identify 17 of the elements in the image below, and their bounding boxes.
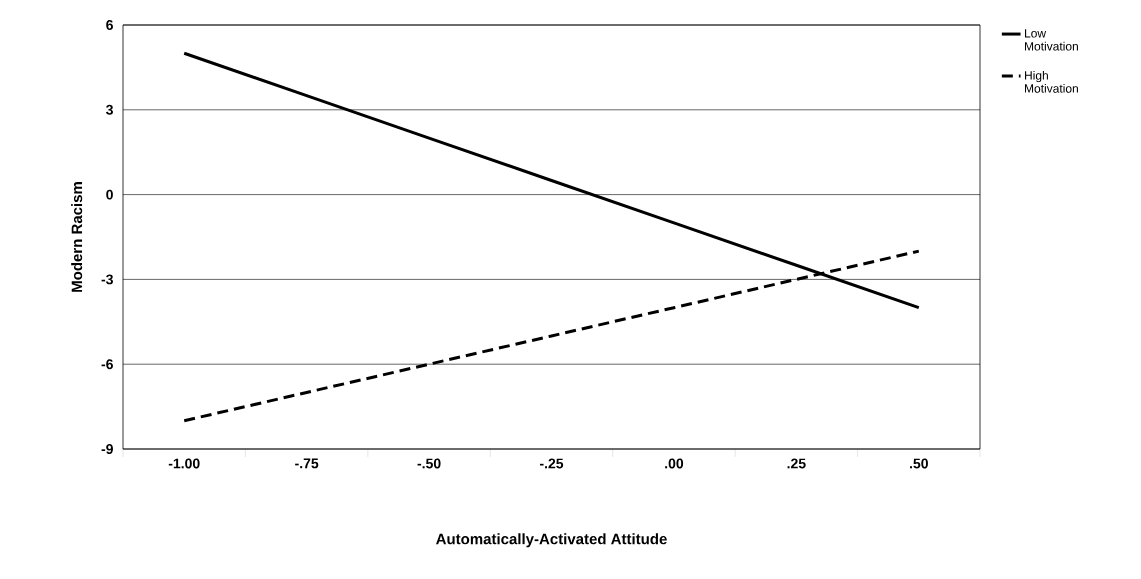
y-tick-label: -9 xyxy=(101,444,113,454)
x-tick-label: -.75 xyxy=(295,458,319,469)
x-tick-label: -.25 xyxy=(539,458,564,469)
y-tick-label: 6 xyxy=(106,20,113,30)
y-axis-title: Modern Racism xyxy=(71,182,83,292)
y-tick-label: -3 xyxy=(101,274,113,285)
x-tick-label: .50 xyxy=(910,458,928,469)
y-tick-label: 0 xyxy=(106,189,113,200)
x-tick-label: -1.00 xyxy=(168,458,200,469)
y-tick-label: 3 xyxy=(106,104,113,115)
x-tick-label: .25 xyxy=(787,458,806,469)
legend-label: High Motivation xyxy=(1025,70,1078,93)
x-tick-label: .00 xyxy=(665,458,684,469)
legend-label: Low Motivation xyxy=(1025,29,1078,51)
y-tick-label: -6 xyxy=(101,359,113,370)
x-axis-title: Automatically-Activated Attitude xyxy=(436,533,667,548)
x-tick-label: -.50 xyxy=(417,458,441,469)
